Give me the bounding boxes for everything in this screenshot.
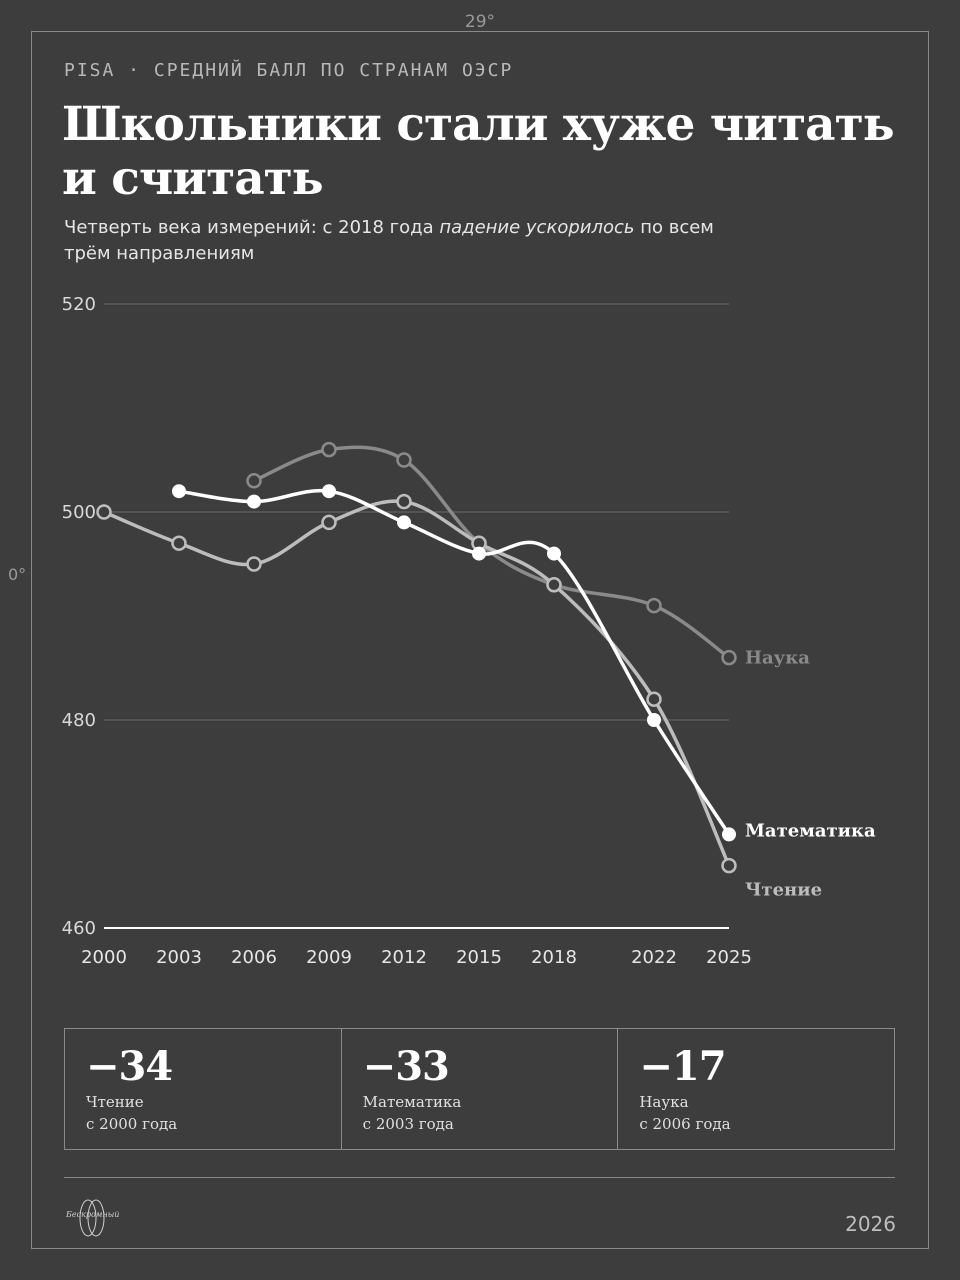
x-tick-label: 2025 bbox=[706, 947, 752, 968]
data-point bbox=[397, 515, 411, 530]
footer-divider bbox=[64, 1177, 895, 1178]
data-point bbox=[722, 827, 736, 842]
chart-grid bbox=[104, 303, 729, 929]
stat-period: с 2003 года bbox=[362, 1115, 454, 1133]
stat-science: −17 Наука с 2006 года bbox=[618, 1029, 894, 1149]
y-tick-label: 500 bbox=[62, 502, 96, 523]
outer-frame bbox=[31, 31, 929, 1249]
subtitle-end: по всем трём направлениям bbox=[64, 217, 714, 264]
x-axis-labels: 2000 2003 2006 2009 2012 2015 2018 2022 2025 bbox=[81, 947, 752, 968]
data-point bbox=[171, 535, 187, 551]
subtitle: Четверть века измерений: с 2018 года пад… bbox=[64, 215, 744, 267]
data-point bbox=[472, 546, 486, 561]
y-tick-label: 480 bbox=[62, 710, 96, 731]
series-labels: Наука Чтение Математика bbox=[745, 648, 876, 901]
data-point bbox=[396, 452, 412, 468]
line-chart: 520 500 480 460 2000 2003 2006 2009 2012 2015 201… bbox=[62, 294, 876, 968]
data-point bbox=[547, 546, 561, 561]
series-line bbox=[102, 499, 731, 868]
chart-points bbox=[96, 441, 737, 874]
data-point bbox=[96, 504, 112, 520]
y-axis-labels: 520 500 480 460 bbox=[62, 294, 96, 939]
x-tick-label: 2006 bbox=[231, 947, 277, 968]
data-point bbox=[321, 441, 337, 458]
x-tick-label: 2003 bbox=[156, 947, 202, 968]
data-point bbox=[546, 577, 562, 593]
stat-period: с 2006 года bbox=[639, 1115, 731, 1133]
stat-value: −34 bbox=[86, 1043, 173, 1090]
stat-reading: −34 Чтение с 2000 года bbox=[65, 1029, 342, 1149]
data-point bbox=[322, 484, 336, 499]
brand-logo-text: Бескромный bbox=[66, 1210, 120, 1219]
stat-label: Математика bbox=[362, 1093, 462, 1111]
data-point bbox=[247, 494, 261, 509]
left-degree-mark: 0° bbox=[8, 565, 27, 584]
chart-series bbox=[102, 445, 731, 868]
page-title: Школьники стали хуже читать и считать bbox=[62, 97, 895, 206]
x-tick-label: 2015 bbox=[456, 947, 502, 968]
data-point bbox=[646, 691, 662, 707]
stats-panel: −34 Чтение с 2000 года −33 Математика с … bbox=[64, 1028, 895, 1150]
top-degree-mark: 29° bbox=[464, 12, 496, 32]
data-point bbox=[647, 713, 661, 727]
stat-label: Чтение bbox=[86, 1093, 144, 1111]
x-tick-label: 2012 bbox=[381, 947, 427, 968]
data-point bbox=[396, 493, 412, 510]
data-point bbox=[721, 857, 737, 874]
subtitle-start: Четверть века измерений: с 2018 года bbox=[64, 217, 440, 238]
x-tick-label: 2009 bbox=[306, 947, 352, 968]
stat-period: с 2000 года bbox=[86, 1115, 178, 1133]
subtitle-emphasis: падение ускорилось bbox=[439, 217, 635, 238]
data-point bbox=[721, 649, 737, 666]
data-point bbox=[246, 473, 262, 489]
series-label: Математика bbox=[745, 820, 876, 841]
stat-label: Наука bbox=[639, 1093, 689, 1111]
stat-math: −33 Математика с 2003 года bbox=[342, 1029, 619, 1149]
series-line bbox=[177, 488, 731, 837]
data-point bbox=[172, 484, 186, 499]
x-tick-label: 2022 bbox=[631, 947, 677, 968]
x-tick-label: 2018 bbox=[531, 947, 577, 968]
y-tick-label: 520 bbox=[62, 294, 96, 315]
brand-logo-icon bbox=[79, 1199, 105, 1237]
series-label: Наука bbox=[745, 648, 810, 669]
stat-value: −33 bbox=[362, 1043, 450, 1090]
footer-year: 2026 bbox=[845, 1212, 896, 1236]
series-label: Чтение bbox=[745, 880, 822, 901]
stat-value: −17 bbox=[639, 1043, 726, 1090]
kicker: PISA · СРЕДНИЙ БАЛЛ ПО СТРАНАМ ОЭСР bbox=[64, 60, 514, 81]
data-point bbox=[646, 597, 662, 614]
data-point bbox=[321, 514, 337, 531]
data-point bbox=[246, 556, 262, 572]
x-tick-label: 2000 bbox=[81, 947, 127, 968]
y-tick-label: 460 bbox=[62, 918, 96, 939]
